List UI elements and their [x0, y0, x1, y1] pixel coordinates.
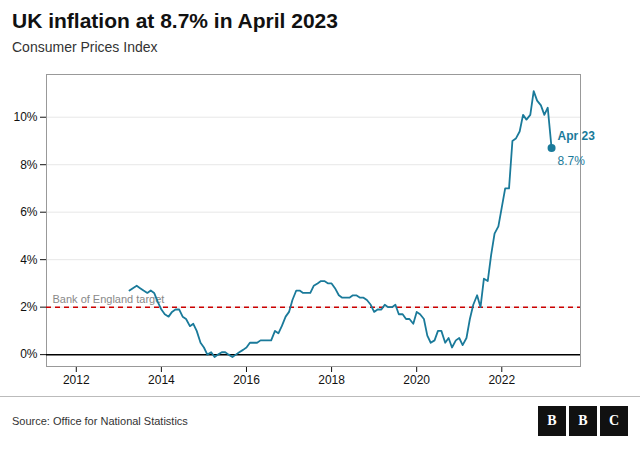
html-text:Consumer Prices Index: Consumer Prices Index: [12, 39, 158, 55]
svg-text:Apr 23: Apr 23: [558, 129, 596, 143]
svg-text:10%: 10%: [13, 110, 37, 124]
svg-text:Bank of England target: Bank of England target: [53, 293, 165, 305]
html-text:B: B: [547, 413, 557, 428]
html-text:C: C: [608, 413, 620, 428]
svg-text:6%: 6%: [20, 205, 38, 219]
svg-text:2020: 2020: [403, 373, 430, 387]
svg-text:2%: 2%: [20, 300, 38, 314]
svg-text:0%: 0%: [20, 347, 38, 361]
svg-text:2014: 2014: [148, 373, 175, 387]
svg-text:8.7%: 8.7%: [558, 154, 586, 168]
svg-text:2022: 2022: [488, 373, 515, 387]
html-text:UK inflation at 8.7% in April: UK inflation at 8.7% in April 2023: [12, 9, 338, 32]
svg-text:2016: 2016: [233, 373, 260, 387]
html-text:B: B: [578, 413, 588, 428]
svg-text:2018: 2018: [318, 373, 345, 387]
html-text:Source: Office for National St: Source: Office for National Statistics: [12, 415, 188, 427]
svg-text:2012: 2012: [63, 373, 90, 387]
svg-text:4%: 4%: [20, 253, 38, 267]
svg-text:8%: 8%: [20, 158, 38, 172]
